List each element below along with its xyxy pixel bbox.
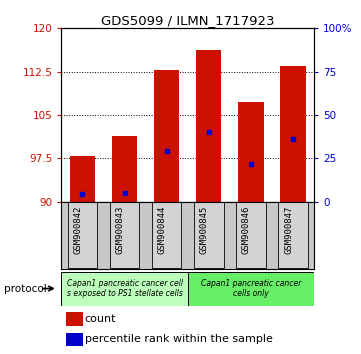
Bar: [236, 202, 266, 268]
Text: GSM900842: GSM900842: [73, 205, 82, 253]
Bar: [188, 272, 314, 306]
Text: percentile rank within the sample: percentile rank within the sample: [84, 335, 273, 344]
Bar: [238, 102, 264, 202]
Text: count: count: [84, 314, 116, 324]
Bar: [152, 202, 181, 268]
Text: GSM900845: GSM900845: [200, 205, 209, 253]
Title: GDS5099 / ILMN_1717923: GDS5099 / ILMN_1717923: [101, 14, 274, 27]
Text: Capan1 pancreatic cancer cell
s exposed to PS1 stellate cells: Capan1 pancreatic cancer cell s exposed …: [66, 279, 183, 298]
Bar: [154, 70, 179, 202]
Text: protocol: protocol: [4, 284, 46, 293]
Text: GSM900843: GSM900843: [116, 205, 125, 253]
Bar: [278, 202, 308, 268]
Text: Capan1 pancreatic cancer
cells only: Capan1 pancreatic cancer cells only: [201, 279, 301, 298]
Bar: [66, 312, 83, 326]
Bar: [66, 333, 83, 346]
Bar: [70, 155, 95, 202]
Bar: [196, 50, 221, 202]
Bar: [194, 202, 223, 268]
Text: GSM900847: GSM900847: [284, 205, 293, 253]
Bar: [280, 66, 306, 202]
Text: GSM900844: GSM900844: [158, 205, 167, 253]
Bar: [68, 202, 97, 268]
Bar: [110, 202, 139, 268]
Bar: [61, 272, 188, 306]
Bar: [112, 136, 137, 202]
Text: GSM900846: GSM900846: [242, 205, 251, 253]
